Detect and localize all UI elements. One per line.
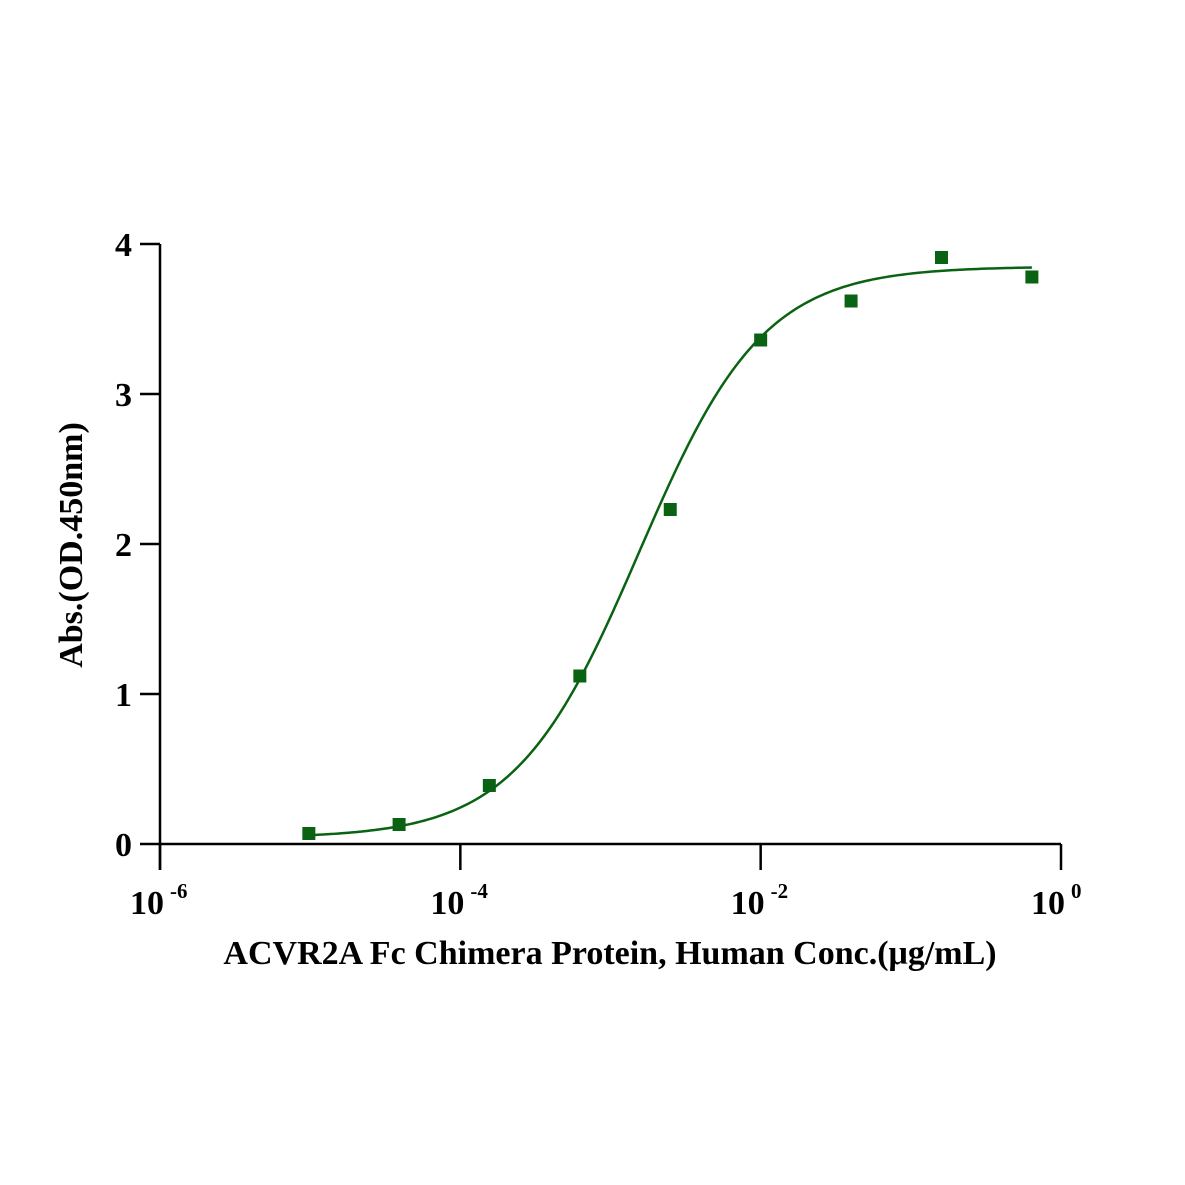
x-tick-base: 10 xyxy=(1031,885,1065,922)
data-points xyxy=(302,251,1039,840)
y-tick-label: 0 xyxy=(115,827,132,864)
x-tick-base: 10 xyxy=(130,885,164,922)
y-ticks: 0 1 2 3 4 xyxy=(115,227,160,864)
y-tick-label: 3 xyxy=(115,377,132,414)
data-point xyxy=(392,818,406,831)
x-ticks: 10 -6 10 -4 10 -2 10 0 xyxy=(130,844,1082,922)
y-axis-title: Abs.(OD.450nm) xyxy=(53,422,90,668)
y-tick-label: 4 xyxy=(115,227,132,264)
x-tick-exponent: -6 xyxy=(170,879,188,903)
x-tick-exponent: -4 xyxy=(470,879,488,903)
x-tick-label: 10 -6 xyxy=(130,879,188,922)
data-point xyxy=(844,294,858,308)
fit-curve xyxy=(308,266,1032,837)
x-tick-base: 10 xyxy=(731,885,765,922)
x-tick-label: 10 -4 xyxy=(430,879,488,922)
x-tick-label: 10 -2 xyxy=(731,879,789,922)
y-tick-label: 1 xyxy=(115,677,132,714)
data-point xyxy=(1025,270,1039,284)
data-point xyxy=(934,251,948,264)
x-axis-title: ACVR2A Fc Chimera Protein, Human Conc.(μ… xyxy=(223,935,996,972)
data-point xyxy=(302,827,316,840)
x-tick-base: 10 xyxy=(430,885,464,922)
x-tick-label: 10 0 xyxy=(1031,879,1082,922)
data-point xyxy=(573,669,587,683)
data-point xyxy=(754,333,768,347)
x-tick-exponent: -2 xyxy=(771,879,789,903)
x-tick-exponent: 0 xyxy=(1071,879,1082,903)
data-point xyxy=(663,503,677,516)
data-point xyxy=(482,779,496,792)
axes xyxy=(158,244,1061,870)
y-tick-label: 2 xyxy=(115,527,132,564)
